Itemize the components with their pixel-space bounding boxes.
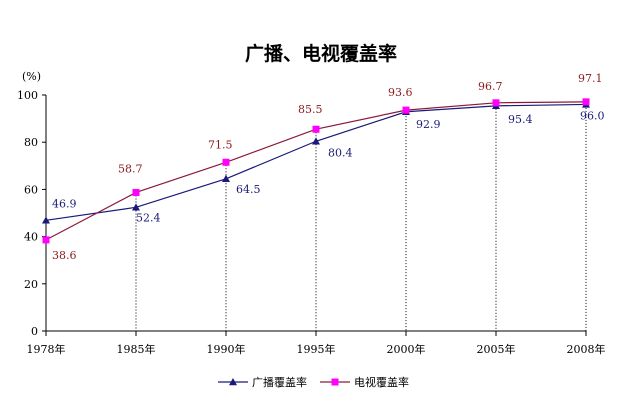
data-label: 58.7 <box>118 162 143 175</box>
y-tick-label: 40 <box>24 231 38 244</box>
x-tick-label: 1985年 <box>117 342 156 356</box>
series-2-point <box>222 158 230 166</box>
series-2-point <box>492 99 500 107</box>
x-tick-label: 2005年 <box>477 342 516 356</box>
series-1-point <box>132 203 140 211</box>
y-tick-label: 20 <box>24 278 38 291</box>
series-2-point <box>402 106 410 114</box>
series-2-point <box>42 236 50 244</box>
chart-title: 广播、电视覆盖率 <box>245 42 397 65</box>
legend-label: 广播覆盖率 <box>252 375 307 389</box>
x-tick-label: 1990年 <box>207 342 246 356</box>
legend-marker <box>229 378 237 386</box>
y-tick-label: 60 <box>24 183 38 196</box>
data-label: 93.6 <box>388 86 413 99</box>
data-label: 85.5 <box>298 103 323 116</box>
y-tick-label: 0 <box>31 325 38 338</box>
y-tick-label: 100 <box>17 89 38 102</box>
data-label: 46.9 <box>52 197 77 210</box>
x-tick-label: 2008年 <box>567 342 606 356</box>
data-label: 64.5 <box>236 183 261 196</box>
data-label: 71.5 <box>208 138 233 151</box>
y-ticks: 0 20 40 60 80 100 <box>17 89 46 338</box>
y-tick-label: 80 <box>24 136 38 149</box>
data-labels: 46.9 52.4 64.5 80.4 92.9 95.4 96.0 38.6 58.7 71.5… <box>52 72 605 262</box>
series-2-point <box>132 188 140 196</box>
legend-item-1: 广播覆盖率 <box>218 375 307 389</box>
legend-item-2: 电视覆盖率 <box>320 375 409 389</box>
legend-marker <box>331 378 339 386</box>
data-label: 80.4 <box>328 146 353 159</box>
legend-label: 电视覆盖率 <box>354 375 409 389</box>
x-ticks: 1978年 1985年 1990年 1995年 2000年 2005年 2008年 <box>27 331 606 356</box>
data-label: 52.4 <box>136 211 161 224</box>
data-label: 38.6 <box>52 249 77 262</box>
series-2-point <box>582 98 590 106</box>
legend: 广播覆盖率 电视覆盖率 <box>218 375 409 389</box>
data-label: 95.4 <box>508 113 533 126</box>
series-1-point <box>222 174 230 182</box>
y-axis-unit-label: (%) <box>22 70 41 83</box>
series-2-point <box>312 125 320 133</box>
data-label: 97.1 <box>578 72 603 85</box>
drop-lines <box>135 101 587 331</box>
data-label: 96.0 <box>580 109 605 122</box>
x-tick-label: 1978年 <box>27 342 66 356</box>
x-tick-label: 2000年 <box>387 342 426 356</box>
data-label: 96.7 <box>478 80 503 93</box>
series-1-point <box>312 137 320 145</box>
data-label: 92.9 <box>416 118 441 131</box>
markers <box>42 98 590 244</box>
series-1-point <box>42 216 50 224</box>
x-tick-label: 1995年 <box>297 342 336 356</box>
